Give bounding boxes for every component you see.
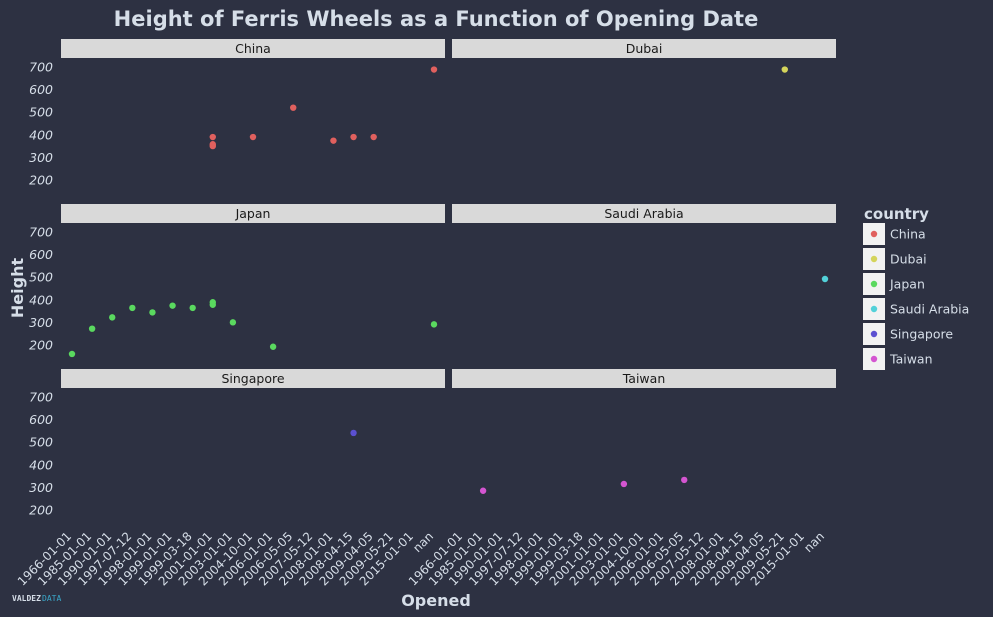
logo-text-part2: DATA	[42, 594, 61, 603]
legend-item-japan: Japan	[863, 273, 925, 295]
data-point	[189, 304, 196, 312]
data-point	[681, 476, 688, 484]
x-tick-label: nan	[801, 529, 827, 555]
data-point	[430, 321, 438, 328]
panel-singapore: Singapore	[61, 369, 445, 437]
data-point	[350, 429, 357, 437]
data-point	[109, 314, 116, 321]
legend-marker	[870, 330, 878, 338]
data-point	[249, 133, 257, 141]
y-tick-label: 400	[29, 457, 53, 472]
y-axis-title: Height	[8, 258, 27, 319]
y-tick-label: 600	[29, 247, 53, 262]
legend-marker	[870, 230, 878, 238]
legend-marker	[870, 280, 878, 288]
legend-item-taiwan: Taiwan	[863, 348, 933, 370]
data-point	[350, 133, 357, 141]
data-point	[169, 302, 176, 309]
legend-item-saudi-arabia: Saudi Arabia	[863, 298, 969, 320]
y-tick-label: 300	[29, 480, 53, 495]
legend-label: Singapore	[890, 327, 953, 342]
data-point	[209, 301, 216, 308]
data-point	[209, 133, 216, 141]
y-tick-label: 300	[29, 315, 53, 330]
panel-japan: Japan	[61, 204, 445, 358]
y-tick-label: 400	[29, 127, 53, 142]
y-tick-label: 500	[29, 105, 53, 120]
data-point	[88, 325, 96, 332]
data-point	[269, 343, 277, 350]
data-point	[781, 66, 788, 73]
panel-strip-label: Singapore	[221, 371, 284, 386]
y-tick-label: 700	[29, 225, 53, 240]
legend-label: Saudi Arabia	[890, 302, 969, 317]
y-tick-label: 300	[29, 150, 53, 165]
brand-logo: VALDEZ DATA	[12, 594, 61, 603]
legend-label: Taiwan	[889, 352, 933, 367]
panel-taiwan: Taiwan	[452, 369, 836, 494]
legend-label: Japan	[889, 277, 925, 292]
data-point	[479, 487, 487, 494]
data-point	[430, 66, 438, 73]
data-point	[821, 275, 829, 283]
panels-layer: China Dubai Japan Saudi Arabia Singapore Taiw…	[61, 39, 836, 494]
y-tick-label: 600	[29, 412, 53, 427]
panel-strip-label: Japan	[235, 206, 271, 221]
legend-label: China	[890, 227, 926, 242]
legend-marker	[870, 355, 878, 363]
legend-item-dubai: Dubai	[863, 248, 927, 270]
panel-china: China	[61, 39, 445, 150]
data-point	[290, 104, 297, 111]
panel-strip	[61, 204, 445, 223]
panel-strip	[61, 39, 445, 58]
y-tick-label: 400	[29, 292, 53, 307]
panel-strip-label: China	[235, 41, 271, 56]
panel-strip	[61, 369, 445, 388]
data-point	[620, 480, 628, 488]
data-point	[129, 304, 136, 312]
y-tick-label: 200	[29, 172, 53, 187]
panel-strip-label: Dubai	[626, 41, 663, 56]
legend-label: Dubai	[890, 252, 927, 267]
panel-strip-label: Saudi Arabia	[604, 206, 683, 221]
legend-marker	[870, 305, 878, 313]
panel-strip	[452, 204, 836, 223]
x-axis-title: Opened	[401, 591, 471, 610]
y-tick-label: 700	[29, 390, 53, 405]
legend-title: country	[864, 205, 929, 223]
data-point	[149, 309, 156, 316]
panel-strip	[452, 369, 836, 388]
legend-item-china: China	[863, 223, 926, 245]
data-point	[209, 142, 216, 150]
y-tick-label: 200	[29, 502, 53, 517]
panel-saudi-arabia: Saudi Arabia	[452, 204, 836, 283]
panel-dubai: Dubai	[452, 39, 836, 73]
y-tick-label: 500	[29, 270, 53, 285]
panel-strip	[452, 39, 836, 58]
data-point	[68, 350, 76, 358]
chart-title: Height of Ferris Wheels as a Function of…	[114, 7, 759, 31]
panel-strip-label: Taiwan	[622, 371, 666, 386]
y-tick-label: 600	[29, 82, 53, 97]
legend-item-singapore: Singapore	[863, 323, 953, 345]
legend-marker	[870, 255, 878, 263]
logo-text-part1: VALDEZ	[12, 594, 41, 603]
data-point	[370, 133, 377, 141]
data-point	[330, 137, 337, 144]
ticks-layer: 200 300 400 500 600 700 200 300 400 500 600 700 200 3…	[15, 60, 827, 589]
y-tick-label: 500	[29, 435, 53, 450]
data-point	[229, 319, 237, 326]
legend: country China Dubai Japan Saudi Arabia Singa…	[863, 205, 969, 370]
y-tick-label: 700	[29, 60, 53, 75]
y-tick-label: 200	[29, 337, 53, 352]
